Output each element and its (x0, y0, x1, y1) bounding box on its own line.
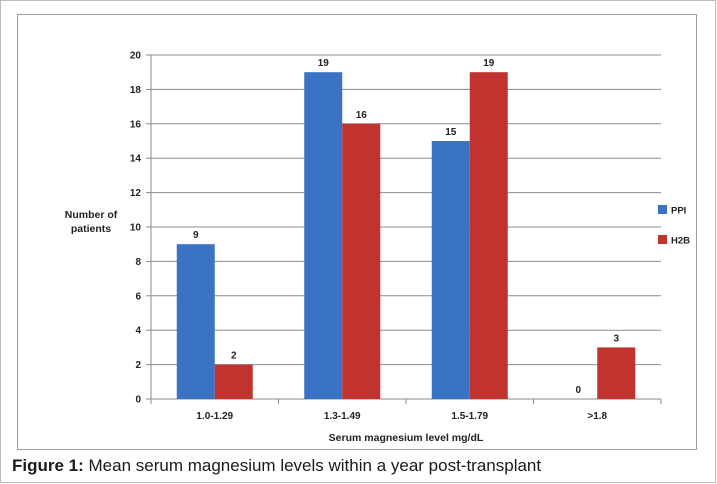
x-axis-label: Serum magnesium level mg/dL (329, 432, 484, 444)
y-tick-label: 0 (135, 395, 141, 406)
data-label: 15 (445, 127, 457, 138)
data-label: 9 (193, 230, 199, 241)
y-tick-label: 20 (130, 51, 142, 62)
y-tick-label: 12 (130, 188, 142, 199)
legend-label-h2b: H2B (671, 236, 690, 247)
x-tick-label: 1.5-1.79 (451, 411, 488, 422)
bar-h2b (597, 347, 636, 399)
caption-label: Figure 1: (12, 456, 84, 475)
data-label: 19 (483, 58, 495, 69)
data-label: 2 (231, 351, 237, 362)
y-tick-label: 18 (130, 85, 142, 96)
y-tick-label: 10 (130, 223, 142, 234)
x-tick-label: 1.3-1.49 (324, 411, 361, 422)
bar-chart: 0 2 4 6 8 10 12 14 16 18 20 9 2 1.0-1.29 19 16 1.3-1.49 1… (130, 51, 690, 445)
bar-ppi (431, 141, 470, 399)
bar-h2b (469, 72, 508, 399)
legend-swatch-h2b (658, 235, 667, 244)
data-label: 19 (318, 58, 330, 69)
y-tick-label: 8 (135, 257, 141, 268)
data-label: 0 (575, 385, 581, 396)
y-axis-label: Number of patients (64, 209, 118, 235)
chart-container: 0 2 4 6 8 10 12 14 16 18 20 9 2 1.0-1.29 19 16 1.3-1.49 1… (17, 14, 697, 450)
x-tick-label: >1.8 (587, 411, 607, 422)
bar-ppi (176, 244, 215, 399)
y-tick-label: 14 (130, 154, 142, 165)
legend-label-ppi: PPI (671, 206, 686, 217)
caption-text: Mean serum magnesium levels within a yea… (83, 456, 542, 475)
bar-h2b (214, 364, 253, 399)
y-tick-label: 16 (130, 119, 142, 130)
bar-ppi (304, 72, 343, 399)
x-tick-label: 1.0-1.29 (196, 411, 233, 422)
data-label: 16 (356, 110, 368, 121)
legend-swatch-ppi (658, 205, 667, 214)
y-tick-label: 4 (135, 326, 141, 337)
data-label: 3 (613, 333, 619, 344)
figure-caption: Figure 1: Mean serum magnesium levels wi… (12, 456, 712, 476)
y-tick-label: 2 (135, 360, 141, 371)
y-tick-label: 6 (135, 291, 141, 302)
bar-h2b (342, 123, 381, 400)
